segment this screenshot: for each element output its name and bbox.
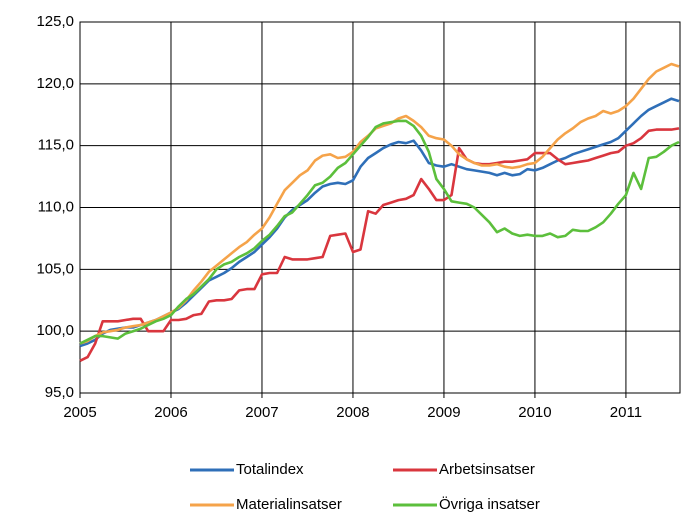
x-tick-label: 2011 [610, 404, 642, 421]
series-line [79, 127, 680, 362]
x-tick-label: 2006 [154, 404, 187, 421]
y-tick-label: 120,0 [36, 75, 74, 92]
y-tick-label: 95,0 [45, 384, 74, 401]
x-tick-label: 2007 [245, 404, 278, 421]
plot-frame [79, 21, 681, 394]
legend-label: Materialinsatser [236, 496, 342, 513]
y-tick-label: 110,0 [38, 198, 74, 215]
x-tick-label: 2008 [336, 404, 369, 421]
legend-label: Totalindex [236, 461, 304, 478]
legend-label: Arbetsinsatser [439, 461, 535, 478]
x-tick-label: 2005 [63, 404, 96, 421]
series-line [79, 62, 680, 345]
x-tick-label: 2010 [518, 404, 551, 421]
x-tick-label: 2009 [427, 404, 460, 421]
series-line [79, 97, 680, 348]
y-tick-label: 125,0 [36, 13, 74, 30]
y-tick-label: 115,0 [38, 137, 74, 154]
y-tick-label: 100,0 [36, 322, 74, 339]
legend-label: Övriga insatser [439, 495, 540, 513]
y-tick-label: 105,0 [36, 260, 74, 277]
series-line [79, 119, 680, 345]
